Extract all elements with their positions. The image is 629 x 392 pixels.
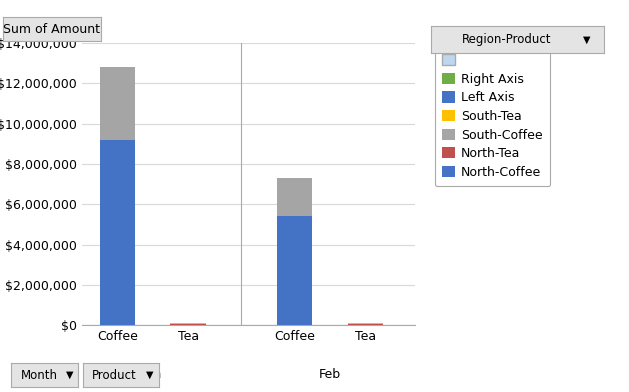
- Text: Month: Month: [21, 368, 57, 382]
- Text: Jan: Jan: [143, 368, 162, 381]
- Text: Region-Product: Region-Product: [462, 33, 552, 46]
- Text: ▼: ▼: [583, 34, 590, 45]
- Bar: [277, 216, 312, 325]
- Legend: , Right Axis, Left Axis, South-Tea, South-Coffee, North-Tea, North-Coffee: , Right Axis, Left Axis, South-Tea, Sout…: [435, 47, 550, 186]
- Bar: [348, 324, 383, 325]
- Text: Sum of Amount: Sum of Amount: [3, 22, 101, 36]
- Text: Feb: Feb: [319, 368, 341, 381]
- Bar: [170, 323, 206, 324]
- Text: ▼: ▼: [66, 370, 74, 380]
- Text: ▼: ▼: [146, 370, 153, 380]
- Bar: [277, 178, 312, 216]
- Bar: [99, 140, 135, 325]
- Text: Product: Product: [92, 368, 137, 382]
- Bar: [170, 324, 206, 325]
- Bar: [348, 323, 383, 324]
- Bar: [99, 67, 135, 140]
